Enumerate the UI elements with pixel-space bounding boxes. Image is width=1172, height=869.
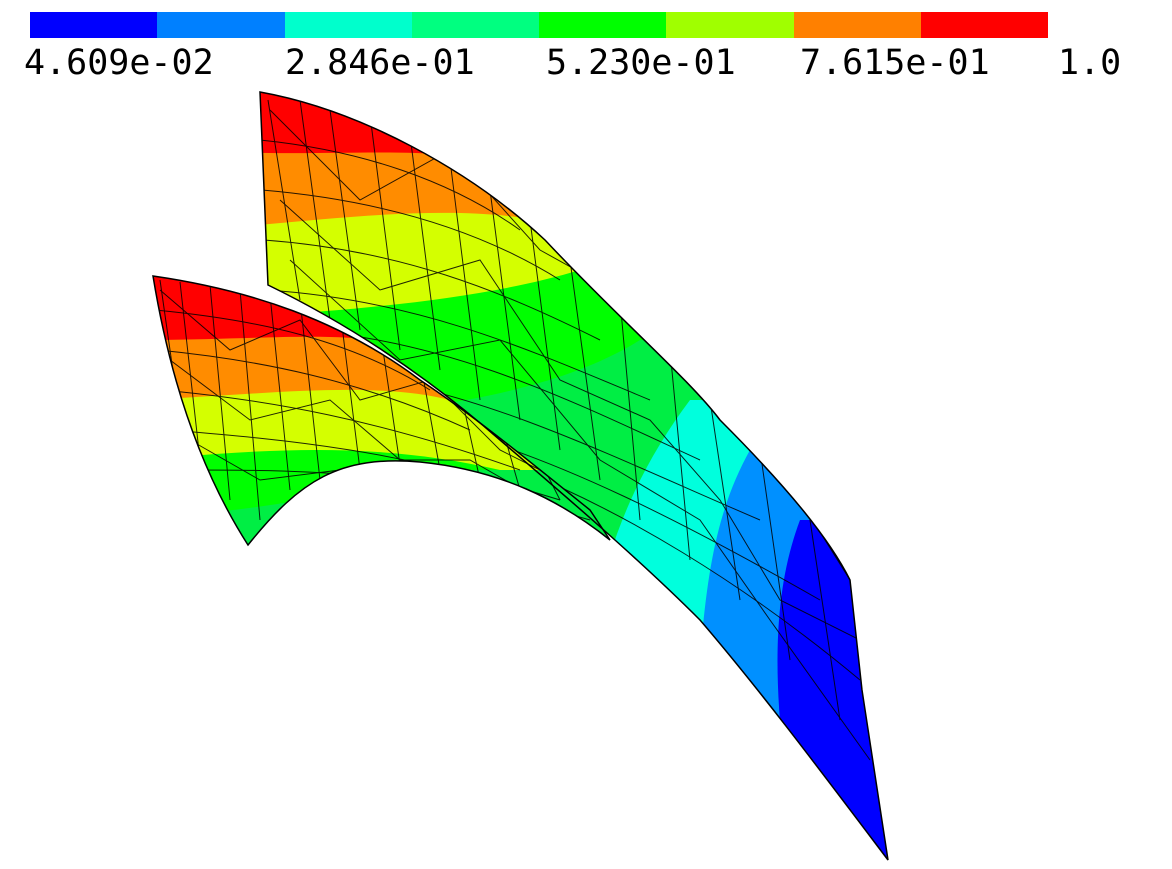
colorbar-tick-labels: 4.609e-02 2.846e-01 5.230e-01 7.615e-01 … [0, 42, 1172, 84]
front-blade-outline [152, 275, 611, 547]
colorbar-segment [157, 12, 285, 38]
colorbar-segment [793, 12, 921, 38]
colorbar [30, 12, 1048, 38]
colorbar-tick-label: 7.615e-01 [800, 43, 990, 83]
back-blade-outline [259, 91, 889, 861]
colorbar-segment [284, 12, 412, 38]
colorbar-tick-label: 5.230e-01 [546, 43, 736, 83]
colorbar-segment [666, 12, 794, 38]
colorbar-segment [30, 12, 158, 38]
colorbar-tick-label: 2.846e-01 [285, 43, 475, 83]
colorbar-tick-label: 4.609e-02 [24, 43, 214, 83]
colorbar-segment [539, 12, 667, 38]
colorbar-tick-label: 1.0 [1058, 43, 1122, 83]
colorbar-segment [920, 12, 1048, 38]
colorbar-segment [411, 12, 539, 38]
